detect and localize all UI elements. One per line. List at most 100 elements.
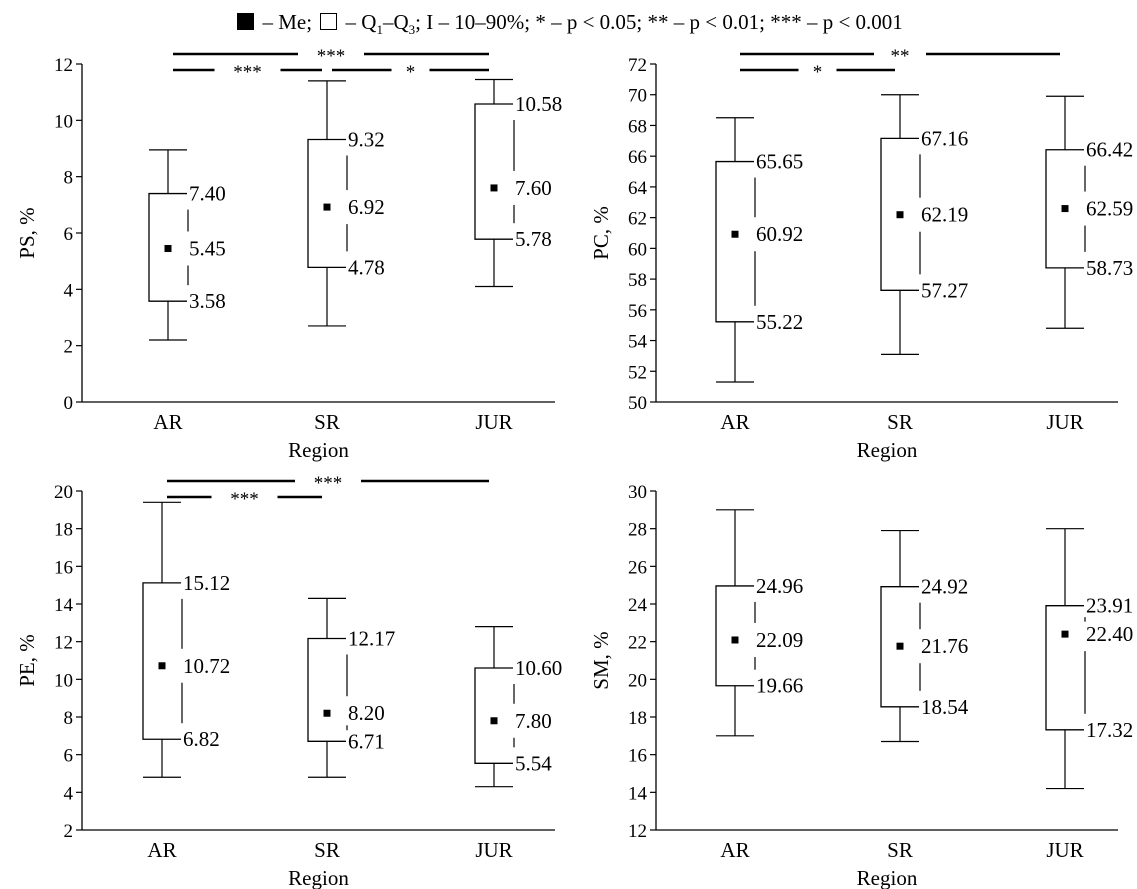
median-marker: [158, 662, 166, 670]
y-tick-label: 72: [628, 55, 647, 76]
iqr-box: [148, 192, 187, 302]
panel-sm: 12 14 16 18 20 22 24 26 28 30 AR SR JUR Region SM, % 24…: [589, 482, 1133, 889]
q3-label: 7.40: [189, 182, 226, 206]
median-marker: [731, 230, 739, 238]
y-tick-label: 12: [54, 55, 73, 76]
y-axis-label: PS, %: [15, 207, 39, 258]
legend-p1: * – p < 0.05;: [535, 10, 643, 34]
y-tick-label: 14: [54, 595, 74, 616]
median-marker: [323, 709, 331, 717]
box-jur: 23.91 22.40 17.32: [1045, 528, 1133, 790]
y-tick-label: 4: [64, 280, 74, 301]
box-ar: 7.40 5.45 3.58: [148, 149, 226, 341]
q3-label: 10.58: [515, 92, 562, 116]
y-tick-label: 18: [54, 520, 73, 541]
median-marker: [896, 642, 904, 650]
box-ar: 15.12 10.72 6.82: [142, 501, 230, 778]
q3-label: 15.12: [183, 571, 230, 595]
median-swatch-icon: [237, 13, 255, 30]
median-marker: [490, 184, 498, 192]
y-tick-label: 54: [628, 332, 648, 353]
legend-whisker: I – 10–90%;: [426, 10, 531, 34]
median-label: 7.60: [515, 176, 552, 200]
y-tick-label: 8: [64, 708, 74, 729]
y-tick-label: 2: [64, 337, 74, 358]
y-tick-label: 14: [628, 783, 648, 804]
iqr-box: [307, 138, 346, 269]
q3-label: 65.65: [756, 150, 803, 174]
median-label: 62.59: [1086, 197, 1133, 221]
x-tick-label: JUR: [475, 410, 512, 434]
y-tick-label: 28: [628, 520, 647, 541]
y-tick-label: 26: [628, 557, 647, 578]
box-sr: 9.32 6.92 4.78: [307, 80, 385, 327]
median-label: 60.92: [756, 222, 803, 246]
y-axis-label: PC, %: [589, 206, 613, 260]
q1-label: 4.78: [348, 255, 385, 279]
x-axis-label: Region: [288, 866, 349, 889]
y-tick-label: 12: [628, 821, 647, 842]
median-label: 10.72: [183, 654, 230, 678]
median-marker: [896, 211, 904, 219]
iqr-box: [474, 667, 513, 764]
significance-bar: ***: [167, 489, 322, 510]
significance-bar: ***: [173, 62, 322, 83]
q1-label: 55.22: [756, 310, 803, 334]
x-axis-label: Region: [857, 438, 918, 462]
y-tick-label: 16: [54, 557, 73, 578]
y-tick-label: 68: [628, 116, 647, 137]
significance-label: *: [813, 62, 823, 83]
q1-label: 5.54: [515, 751, 552, 775]
median-label: 21.76: [921, 634, 968, 658]
significance-bar: ***: [167, 473, 489, 494]
median-label: 5.45: [189, 236, 226, 260]
y-tick-label: 62: [628, 209, 647, 230]
median-marker: [490, 717, 498, 725]
quartile-swatch-icon: [320, 13, 338, 30]
significance-label: ***: [314, 473, 343, 494]
y-tick-label: 58: [628, 270, 647, 291]
y-tick-label: 20: [628, 670, 647, 691]
x-tick-label: AR: [720, 410, 749, 434]
median-label: 62.19: [921, 203, 968, 227]
box-ar: 24.96 22.09 19.66: [715, 509, 803, 737]
q3-label: 12.17: [348, 626, 395, 650]
x-tick-label: SR: [314, 838, 340, 862]
x-tick-label: AR: [720, 838, 749, 862]
iqr-box: [715, 160, 754, 323]
box-sr: 12.17 8.20 6.71: [307, 597, 395, 778]
q3-label: 24.92: [921, 575, 968, 599]
box-jur: 66.42 62.59 58.73: [1045, 95, 1133, 329]
q1-label: 5.78: [515, 227, 552, 251]
y-tick-label: 6: [64, 224, 74, 245]
median-label: 6.92: [348, 195, 385, 219]
q3-label: 23.91: [1086, 594, 1133, 618]
box-jur: 10.58 7.60 5.78: [474, 78, 562, 288]
y-tick-label: 60: [628, 239, 647, 260]
significance-label: ***: [230, 489, 259, 510]
y-tick-label: 0: [64, 393, 74, 414]
box-ar: 65.65 60.92 55.22: [715, 117, 803, 383]
q1-label: 18.54: [921, 695, 969, 719]
q1-label: 17.32: [1086, 718, 1133, 742]
legend-quartile: – Q1–Q3;: [345, 10, 421, 38]
significance-bar: *: [740, 62, 895, 83]
iqr-box: [474, 103, 513, 240]
q3-label: 67.16: [921, 126, 968, 150]
x-tick-label: SR: [314, 410, 340, 434]
q3-label: 24.96: [756, 574, 803, 598]
y-tick-label: 18: [628, 708, 647, 729]
y-axis-label: SM, %: [589, 631, 613, 689]
q3-label: 10.60: [515, 656, 562, 680]
legend-median: – Me;: [262, 10, 313, 34]
box-sr: 24.92 21.76 18.54: [880, 529, 969, 743]
q1-label: 6.82: [183, 727, 220, 751]
x-tick-label: JUR: [475, 838, 512, 862]
x-tick-label: JUR: [1046, 410, 1083, 434]
x-axis-label: Region: [288, 438, 349, 462]
y-tick-label: 4: [64, 783, 74, 804]
y-tick-label: 66: [628, 147, 647, 168]
y-tick-label: 70: [628, 86, 647, 107]
